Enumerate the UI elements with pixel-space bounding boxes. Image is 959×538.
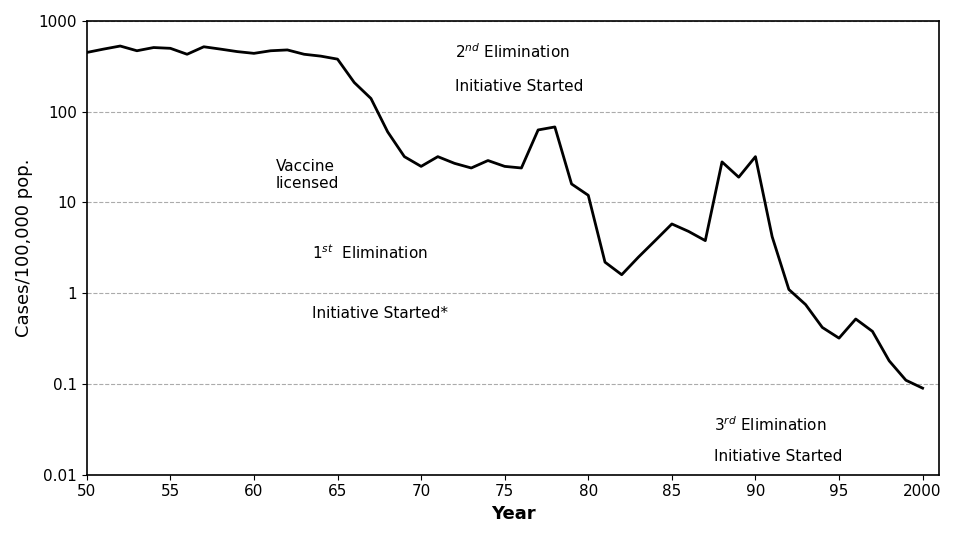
Y-axis label: Cases/100,000 pop.: Cases/100,000 pop. bbox=[15, 159, 33, 337]
Text: 1$^{st}$  Elimination: 1$^{st}$ Elimination bbox=[313, 243, 429, 262]
Text: Initiative Started: Initiative Started bbox=[455, 79, 583, 94]
Text: Initiative Started*: Initiative Started* bbox=[313, 306, 449, 321]
Text: Vaccine
licensed: Vaccine licensed bbox=[275, 159, 339, 192]
Text: 3$^{rd}$ Elimination: 3$^{rd}$ Elimination bbox=[713, 415, 826, 434]
Text: 2$^{nd}$ Elimination: 2$^{nd}$ Elimination bbox=[455, 43, 570, 61]
X-axis label: Year: Year bbox=[491, 505, 535, 523]
Text: Initiative Started: Initiative Started bbox=[713, 449, 842, 464]
